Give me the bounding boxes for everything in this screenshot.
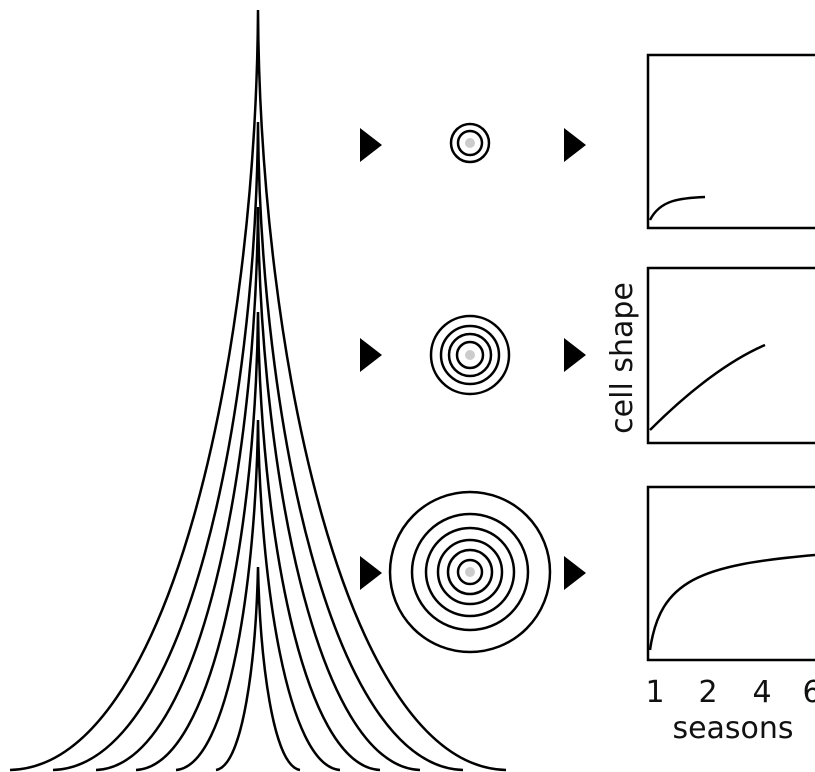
ring	[410, 512, 530, 632]
cone	[135, 311, 381, 772]
x-tick-label: 6	[802, 675, 815, 710]
ring	[439, 324, 501, 386]
plots	[646, 53, 815, 662]
cone	[215, 566, 301, 772]
x-tick-label: 2	[698, 675, 717, 710]
y-axis-label: cell shape	[605, 282, 640, 434]
x-tick-label: 1	[645, 675, 664, 710]
pith	[465, 350, 475, 360]
cone	[9, 9, 507, 772]
ring	[446, 548, 494, 596]
ring	[388, 490, 552, 654]
x-axis-label: seasons	[672, 711, 793, 746]
ring	[424, 526, 516, 618]
ring	[436, 538, 504, 606]
cone	[52, 121, 464, 772]
ring	[429, 314, 511, 396]
ring	[456, 129, 484, 157]
cone	[95, 206, 421, 772]
cone	[175, 419, 341, 772]
pith	[465, 138, 475, 148]
ring	[449, 122, 491, 164]
x-tick-label: 4	[752, 675, 771, 710]
tree-rings	[388, 122, 552, 654]
ring	[447, 332, 493, 378]
pith	[465, 567, 475, 577]
growth-cones	[9, 9, 507, 772]
ring	[455, 340, 485, 370]
arrows	[360, 128, 586, 590]
ring	[456, 558, 484, 586]
